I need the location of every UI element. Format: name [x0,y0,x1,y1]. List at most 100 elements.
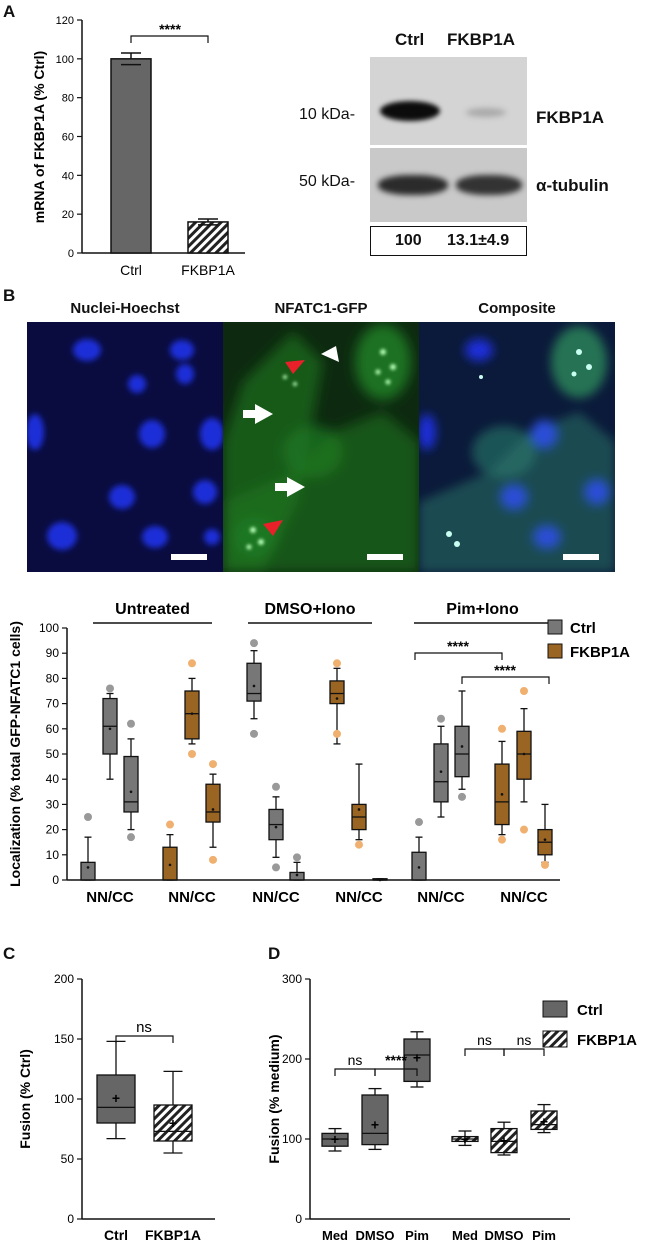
panel-letter-c: C [3,944,16,963]
outlier-point [209,760,217,769]
outlier-point [209,855,217,864]
y-tick-label: 40 [46,772,60,786]
blot-band-fkbp1a-strip [370,57,527,145]
panel-letter-b: B [3,286,16,305]
mean-point [357,808,361,811]
outlier-point [127,719,135,728]
composite-image [419,326,615,572]
outlier-point [415,818,423,827]
x-tick-label: DMSO [485,1228,524,1243]
x-tick-label: Pim [405,1228,429,1243]
scale-bar [563,554,599,560]
y-tick-label: 80 [62,93,74,105]
mean-marker: + [413,1049,421,1065]
x-tick-label: Ctrl [120,262,142,278]
legend-label-fkbp1a: FKBP1A [570,644,630,661]
outlier-point [498,835,506,844]
y-tick-label: 0 [67,1212,74,1226]
outlier-point [520,825,528,834]
x-tick-label: Med [322,1228,348,1243]
mean-point [274,825,278,829]
image-title-composite: Composite [478,300,556,317]
outlier-point [166,820,174,829]
blot-band-tubulin-fkbp1a [456,175,522,195]
y-tick-label: 60 [62,132,74,144]
x-tick-label: NN/CC [252,889,300,906]
blot-band-tubulin-ctrl [378,175,448,195]
box [329,680,345,705]
significance-bracket [461,676,550,684]
outlier-point [355,840,363,849]
significance-label: ns [136,1019,152,1036]
x-tick-label: NN/CC [417,889,465,906]
outlier-point [437,714,445,723]
outlier-point [541,860,549,869]
legend-swatch-ctrl [542,1000,568,1018]
box [361,1094,389,1146]
box [490,1127,518,1154]
legend-label-ctrl: Ctrl [577,1002,603,1019]
y-tick-label: 10 [46,848,60,862]
y-tick-label: 200 [54,972,74,986]
significance-bracket [464,1048,505,1056]
outlier-point [272,782,280,791]
x-tick-label: NN/CC [500,889,548,906]
blot-marker-50kda: 50 kDa- [299,173,356,190]
blot-quant-fkbp1a: 13.1±4.9 [447,232,510,249]
significance-label: ns [348,1052,363,1068]
x-tick-label: FKBP1A [145,1227,201,1243]
significance-label: **** [447,638,469,654]
y-tick-label: 0 [68,248,74,260]
mean-point [295,873,299,877]
blot-lane-fkbp1a: FKBP1A [447,30,516,49]
micrograph-composite [419,322,615,572]
y-tick-label: 100 [54,1092,74,1106]
arrowhead-icon [263,346,339,536]
legend-swatch-fkbp1a [547,643,563,659]
blot-marker-10kda: 10 kDa- [299,106,356,123]
mean-point [129,790,133,794]
y-tick-label: 150 [54,1032,74,1046]
outlier-point [293,853,301,862]
mean-point [168,863,172,867]
outlier-point [250,639,258,648]
y-tick-label: 0 [295,1212,302,1226]
x-tick-label: Ctrl [104,1227,128,1243]
y-tick-label: 50 [46,747,60,761]
significance-bracket [374,1068,418,1076]
legend-label-fkbp1a: FKBP1A [577,1032,637,1049]
x-tick-label: NN/CC [335,889,383,906]
outlier-point [333,729,341,738]
y-tick-label: 300 [282,972,302,986]
scale-bar [171,554,207,560]
mean-point [522,752,526,756]
mean-marker: + [461,1131,469,1147]
mean-marker: + [371,1117,379,1133]
box [321,1132,349,1147]
arrow-icon [243,404,305,497]
outlier-point [333,659,341,668]
mean-marker: + [112,1090,120,1106]
box [123,755,139,813]
y-tick-label: 100 [39,621,59,635]
micrograph-hoechst [27,322,223,572]
panel-d-box-plot: 0 100 200 300 Fusion (% medium) + Med + DMSO + Pim… [266,972,637,1243]
bar [187,221,229,254]
panel-a-bar-chart: 0 20 40 60 80 100 120 mRNA of FKBP1A (% Ctrl) Ct… [31,15,245,278]
x-tick-label: FKBP1A [181,262,235,278]
box [454,725,470,778]
outlier-point [498,724,506,733]
mean-point [252,684,256,688]
significance-label: **** [159,21,181,37]
blot-band-tubulin-strip [370,148,527,222]
panel-letter-d: D [268,944,281,963]
mean-point [335,697,339,700]
nuclei-image [27,339,223,550]
mean-point [460,745,464,748]
y-tick-label: 20 [46,823,60,837]
outlier-point [188,659,196,668]
y-tick-label: 40 [62,170,74,182]
group-label: Pim+Iono [446,601,519,618]
y-axis-label: Fusion (% Ctrl) [17,1049,33,1149]
y-tick-label: 100 [282,1132,302,1146]
